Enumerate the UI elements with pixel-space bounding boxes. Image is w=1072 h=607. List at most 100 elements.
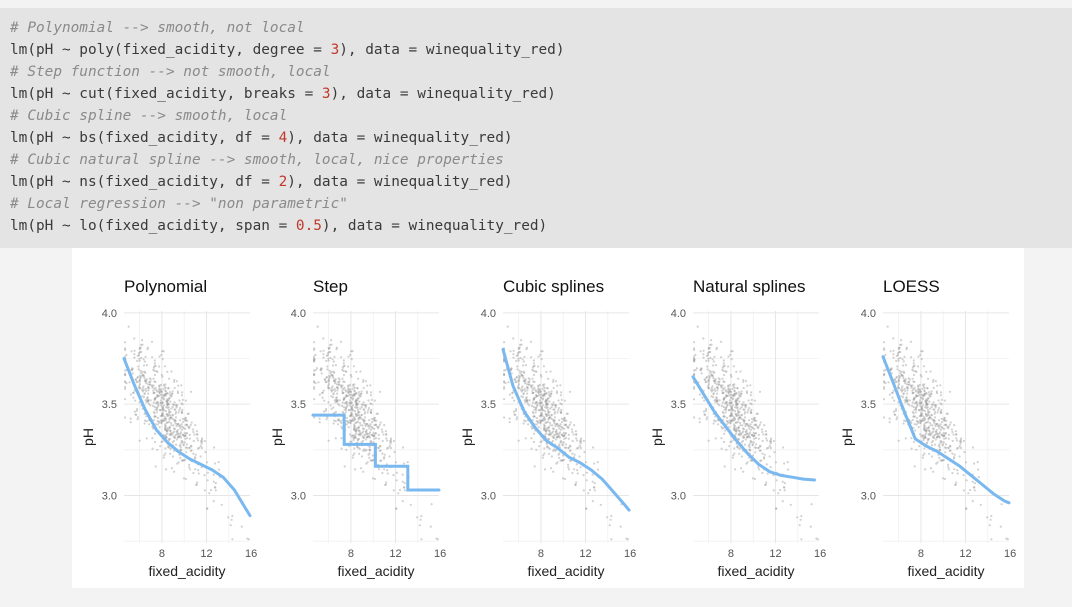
data-point [587,492,590,495]
data-point [939,411,943,414]
data-point [730,411,733,414]
data-point [363,403,367,406]
data-point [943,477,947,481]
data-point [546,398,549,401]
data-point [559,441,562,444]
data-point [355,399,358,402]
data-point [730,390,733,393]
data-point [737,417,740,420]
data-point [206,479,209,482]
data-point [915,408,918,411]
data-point [197,439,200,442]
data-point [395,471,398,474]
data-point [313,359,316,362]
data-point [694,368,697,372]
data-point [736,406,739,409]
data-point [712,393,715,396]
data-point [906,386,909,389]
data-point [161,419,164,422]
data-point [179,431,183,434]
data-point [709,372,712,375]
data-point [354,413,358,416]
data-point [734,400,737,403]
data-point [746,432,749,435]
data-point [349,413,353,416]
data-point [904,420,907,423]
data-point [330,370,333,373]
data-point [755,419,758,422]
data-point [883,380,886,383]
data-point [532,359,535,362]
data-point [178,399,181,402]
data-point [163,365,166,368]
data-point [419,518,422,521]
data-point [348,415,351,418]
data-point [754,432,758,435]
data-point [921,434,924,437]
data-point [179,448,182,451]
data-point [533,397,536,400]
data-point [125,353,128,356]
data-point [561,443,564,446]
data-point [541,394,545,397]
data-point [702,337,705,340]
code-comment: # Cubic natural spline --> smooth, local… [10,152,504,168]
data-point [923,427,926,430]
data-point [747,434,750,437]
data-point [728,388,732,391]
data-point [325,354,328,357]
data-point [136,376,139,379]
data-point [930,417,933,420]
data-point [913,380,916,384]
data-point [740,414,743,417]
data-point [943,427,946,430]
data-point [730,402,733,405]
data-point [934,425,937,428]
data-point [940,398,943,401]
data-point [928,400,931,403]
data-point [545,427,548,430]
data-point [934,406,937,409]
data-point [328,377,331,380]
data-point [946,425,949,428]
data-point [144,371,147,374]
data-point [926,406,929,409]
data-point [356,428,359,431]
data-point [360,417,363,420]
data-point [911,377,914,380]
data-point [727,387,730,390]
data-point [540,419,543,422]
data-point [707,346,710,349]
data-point [345,448,348,451]
data-point [935,430,938,433]
data-point [350,358,353,361]
data-point [368,446,371,449]
data-point [176,462,179,465]
data-point [159,388,162,391]
data-point [189,449,192,452]
data-point [596,461,599,464]
data-point [161,440,164,443]
data-point [361,424,364,427]
data-point [905,348,908,351]
data-point [503,416,506,419]
data-point [545,392,548,395]
data-point [733,424,736,427]
data-point [334,382,337,385]
data-point [514,381,517,384]
data-point [932,436,935,439]
data-point [165,406,168,409]
data-point [693,341,696,344]
data-point [734,421,737,424]
data-point [314,353,317,356]
data-point [160,414,163,417]
data-point [951,439,954,443]
data-point [915,394,919,398]
data-point [354,418,357,421]
data-point [899,389,903,392]
data-point [133,353,136,356]
data-point [156,400,159,403]
data-point [360,441,363,444]
data-point [947,433,950,436]
x-tick-label: 8 [538,548,544,560]
